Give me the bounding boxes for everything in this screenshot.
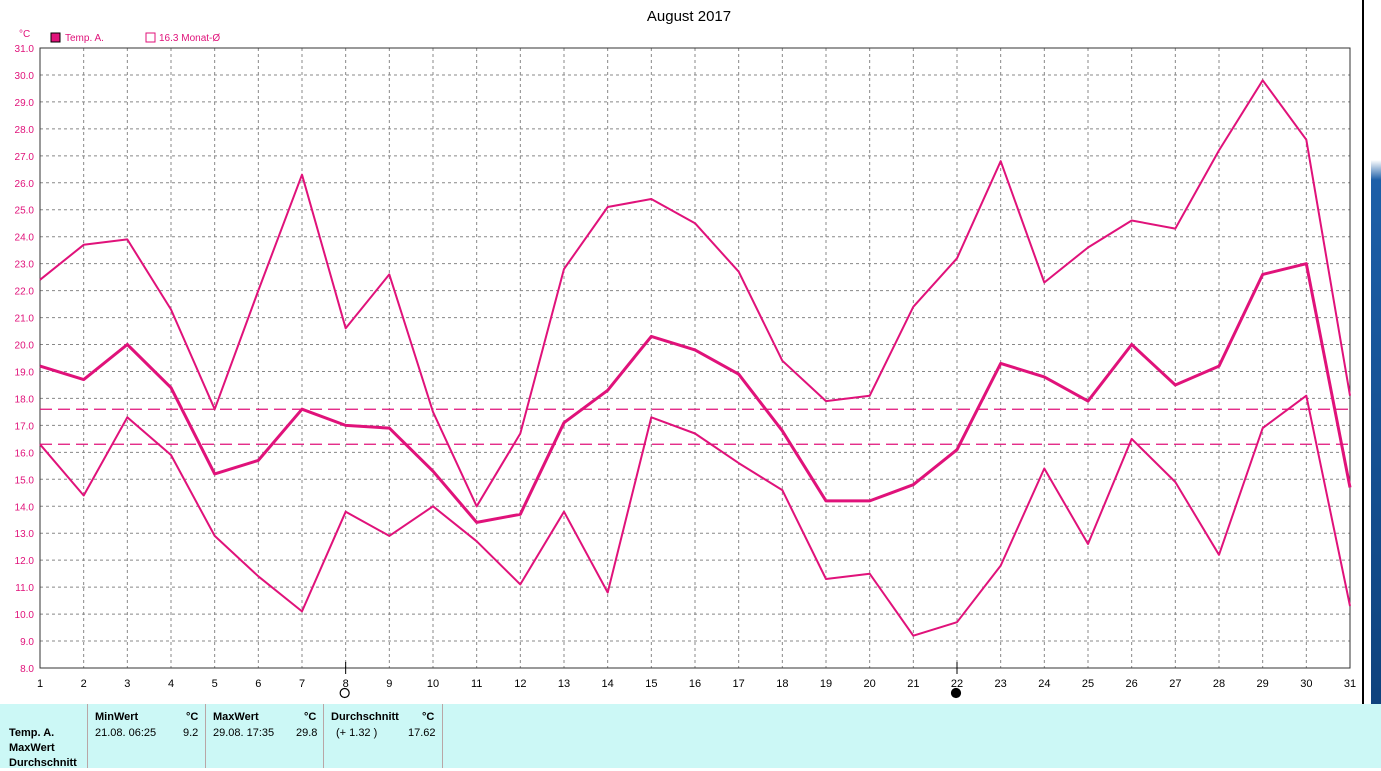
series-line-upper — [39, 79, 1351, 508]
avg-delta: (+ 1.32 ) — [336, 727, 378, 739]
avg-header: Durchschnitt — [331, 711, 399, 723]
x-tick-label: 2 — [81, 678, 87, 690]
x-tick-label: 10 — [427, 678, 439, 690]
x-tick-label: 8 — [343, 678, 349, 690]
plot-area — [39, 47, 1351, 669]
y-tick-label: 13.0 — [15, 529, 35, 540]
y-tick-label: 26.0 — [15, 179, 35, 190]
max-date: 29.08. 17:35 — [213, 727, 275, 739]
y-tick-label: 16.0 — [15, 448, 35, 459]
stats-col-avg: Durchschnitt °C (+ 1.32 ) 17.62 — [323, 704, 443, 768]
y-tick-label: 24.0 — [15, 233, 35, 244]
x-tick-label: 27 — [1169, 678, 1181, 690]
min-date: 21.08. 06:25 — [95, 727, 157, 739]
x-tick-label: 29 — [1257, 678, 1269, 690]
x-tick-label: 14 — [602, 678, 614, 690]
x-tick-label: 19 — [820, 678, 832, 690]
y-tick-label: 27.0 — [15, 152, 35, 163]
stats-col-max: MaxWert °C 29.08. 17:35 29.8 — [205, 704, 324, 768]
series-line-main — [39, 262, 1352, 524]
new-moon-icon — [950, 687, 962, 699]
y-tick-label: 22.0 — [15, 287, 35, 298]
min-unit: °C — [186, 711, 199, 723]
avg-value: 17.62 — [408, 727, 436, 739]
stats-row-labels: Temp. A. MaxWert Durchschnitt — [9, 726, 77, 771]
x-tick-label: 22 — [951, 678, 963, 690]
stats-panel: Temp. A. MaxWert Durchschnitt MinWert °C… — [0, 704, 1381, 771]
x-tick-label: 13 — [558, 678, 570, 690]
x-tick-label: 3 — [124, 678, 130, 690]
max-unit: °C — [304, 711, 317, 723]
stats-col-min: MinWert °C 21.08. 06:25 9.2 — [87, 704, 206, 768]
chart: August 2017 °C Temp. A. 16.3 Monat-Ø 8.0 9.0 1… — [15, 8, 1356, 699]
y-tick-label: 25.0 — [15, 206, 35, 217]
y-tick-label: 14.0 — [15, 502, 35, 513]
legend-label-monthly-avg: 16.3 Monat-Ø — [159, 33, 220, 44]
x-tick-label: 28 — [1213, 678, 1225, 690]
row-label-avg: Durchschnitt — [9, 757, 77, 769]
x-tick-label: 25 — [1082, 678, 1094, 690]
chart-title: August 2017 — [647, 8, 731, 25]
y-tick-label: 20.0 — [15, 341, 35, 352]
x-tick-label: 9 — [386, 678, 392, 690]
max-value: 29.8 — [296, 727, 318, 739]
avg-unit: °C — [422, 711, 435, 723]
x-tick-label: 26 — [1126, 678, 1138, 690]
x-tick-label: 5 — [212, 678, 218, 690]
y-tick-label: 21.0 — [15, 314, 35, 325]
full-moon-icon — [339, 687, 350, 699]
y-unit-label: °C — [19, 29, 30, 40]
y-tick-label: 31.0 — [15, 44, 35, 55]
y-tick-label: 30.0 — [15, 71, 35, 82]
max-header: MaxWert — [213, 711, 259, 723]
x-tick-label: 20 — [864, 678, 876, 690]
x-tick-label: 31 — [1344, 678, 1356, 690]
legend-swatch-monthly-avg — [145, 32, 156, 43]
row-label-max: MaxWert — [9, 742, 55, 754]
y-tick-label: 9.0 — [20, 637, 34, 648]
x-tick-label: 24 — [1038, 678, 1050, 690]
y-tick-label: 17.0 — [15, 421, 35, 432]
plot-right-border — [1362, 0, 1364, 704]
x-tick-label: 11 — [471, 678, 482, 690]
y-tick-label: 28.0 — [15, 125, 35, 136]
series-line-lower — [39, 394, 1351, 637]
legend-swatch-series — [50, 32, 61, 43]
y-tick-label: 8.0 — [20, 664, 34, 675]
min-value: 9.2 — [183, 727, 199, 739]
y-tick-label: 12.0 — [15, 556, 35, 567]
x-tick-label: 12 — [514, 678, 526, 690]
y-tick-label: 19.0 — [15, 367, 35, 378]
x-tick-label: 15 — [645, 678, 657, 690]
x-tick-label: 30 — [1300, 678, 1312, 690]
x-tick-label: 16 — [689, 678, 701, 690]
x-tick-label: 21 — [907, 678, 919, 690]
y-tick-label: 23.0 — [15, 260, 35, 271]
y-tick-label: 15.0 — [15, 475, 35, 486]
y-tick-label: 10.0 — [15, 610, 35, 621]
y-tick-label: 29.0 — [15, 98, 35, 109]
y-tick-label: 18.0 — [15, 394, 35, 405]
x-tick-label: 7 — [299, 678, 305, 690]
row-label-temp: Temp. A. — [9, 727, 55, 739]
y-tick-label: 11.0 — [15, 583, 34, 594]
x-tick-label: 4 — [168, 678, 174, 690]
legend-label-series: Temp. A. — [65, 33, 104, 44]
window-edge — [1371, 0, 1381, 768]
min-header: MinWert — [95, 711, 139, 723]
x-tick-label: 23 — [995, 678, 1007, 690]
x-tick-label: 18 — [776, 678, 788, 690]
x-tick-label: 6 — [255, 678, 261, 690]
x-tick-label: 1 — [37, 678, 43, 690]
x-tick-label: 17 — [733, 678, 745, 690]
